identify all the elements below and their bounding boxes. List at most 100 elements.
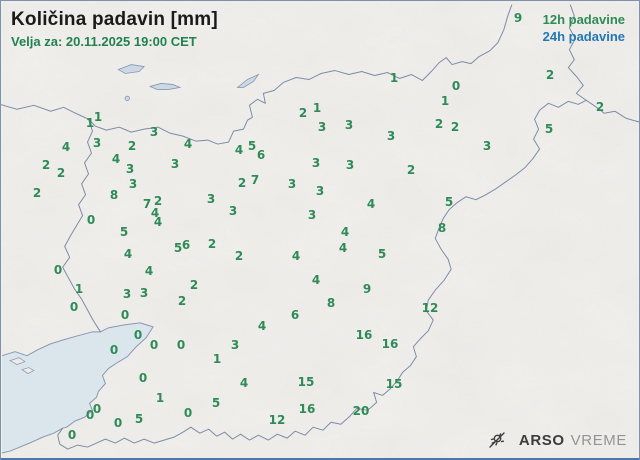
station-value: 3 <box>311 156 321 170</box>
station-value: 4 <box>239 376 249 390</box>
station-value: 8 <box>437 221 447 235</box>
station-value: 3 <box>228 204 238 218</box>
brand-name-arso: ARSO <box>518 431 565 449</box>
station-value: 2 <box>153 194 163 208</box>
station-value: 4 <box>257 319 267 333</box>
station-value: 5 <box>119 225 129 239</box>
station-value: 3 <box>287 177 297 191</box>
italy-austria-border <box>1 104 90 120</box>
station-value: 4 <box>340 225 350 239</box>
station-value: 6 <box>181 238 191 252</box>
station-value: 15 <box>297 375 315 389</box>
station-value: 5 <box>377 247 387 261</box>
station-value: 8 <box>326 296 336 310</box>
station-value: 2 <box>545 68 555 82</box>
station-value: 0 <box>451 79 461 93</box>
station-value: 1 <box>389 71 399 85</box>
station-value: 4 <box>183 137 193 151</box>
weather-symbol-icon <box>487 430 507 450</box>
station-value: 3 <box>344 118 354 132</box>
station-value: 5 <box>544 122 554 136</box>
station-value: 3 <box>317 120 327 134</box>
station-value: 7 <box>142 197 152 211</box>
station-value: 0 <box>133 328 143 342</box>
lake-icon <box>148 83 182 90</box>
station-value: 4 <box>338 241 348 255</box>
station-value: 3 <box>230 338 240 352</box>
station-value: 0 <box>53 263 63 277</box>
station-value: 16 <box>381 337 399 351</box>
station-value: 2 <box>32 186 42 200</box>
lake-icon <box>236 73 260 88</box>
station-value: 2 <box>127 139 137 153</box>
station-value: 0 <box>120 308 130 322</box>
station-value: 3 <box>139 286 149 300</box>
legend-24h-toggle[interactable]: 24h padavine <box>542 29 625 44</box>
station-value: 7 <box>250 173 260 187</box>
station-value: 0 <box>138 371 148 385</box>
slovenia-east-south-border <box>57 4 587 450</box>
station-value: 1 <box>440 94 450 108</box>
station-value: 3 <box>315 184 325 198</box>
station-value: 3 <box>206 192 216 206</box>
station-value: 2 <box>234 249 244 263</box>
legend-12h-toggle[interactable]: 12h padavine <box>542 12 625 27</box>
station-value: 3 <box>386 129 396 143</box>
station-value: 5 <box>211 396 221 410</box>
station-value: 3 <box>125 162 135 176</box>
station-value: 2 <box>189 278 199 292</box>
station-value: 3 <box>307 208 317 222</box>
station-value: 3 <box>149 125 159 139</box>
station-value: 1 <box>74 282 84 296</box>
station-value: 3 <box>128 177 138 191</box>
station-value: 5 <box>247 139 257 153</box>
station-value: 1 <box>85 116 95 130</box>
station-value: 8 <box>109 188 119 202</box>
station-value: 16 <box>355 328 373 342</box>
station-value: 0 <box>85 408 95 422</box>
station-value: 9 <box>362 282 372 296</box>
station-value: 2 <box>434 117 444 131</box>
station-value: 4 <box>366 197 376 211</box>
brand-name-vreme: VREME <box>570 431 627 449</box>
station-value: 4 <box>111 152 121 166</box>
station-value: 2 <box>298 106 308 120</box>
station-value: 6 <box>256 148 266 162</box>
station-value: 0 <box>176 338 186 352</box>
lake-icon <box>117 64 145 74</box>
station-value: 4 <box>150 206 160 220</box>
station-value: 3 <box>122 287 132 301</box>
station-value: 2 <box>450 120 460 134</box>
station-value: 0 <box>149 338 159 352</box>
coastline <box>1 322 154 454</box>
station-value: 0 <box>86 213 96 227</box>
station-value: 15 <box>385 377 403 391</box>
adriatic-sea <box>2 322 154 454</box>
station-value: 1 <box>155 391 165 405</box>
station-value: 6 <box>290 308 300 322</box>
station-value: 2 <box>237 176 247 190</box>
station-value: 1 <box>212 352 222 366</box>
station-value: 0 <box>109 343 119 357</box>
station-value: 4 <box>153 215 163 229</box>
station-value: 0 <box>183 406 193 420</box>
slovenia-north-border <box>88 4 513 145</box>
lagoon-islet <box>21 367 35 374</box>
station-value: 0 <box>69 300 79 314</box>
station-value: 5 <box>173 241 183 255</box>
station-value: 4 <box>311 273 321 287</box>
station-value: 2 <box>41 158 51 172</box>
station-value: 3 <box>345 158 355 172</box>
station-value: 5 <box>444 195 454 209</box>
slovenia-italy-border <box>62 118 101 333</box>
station-value: 2 <box>177 294 187 308</box>
station-value: 3 <box>92 136 102 150</box>
station-value: 2 <box>595 100 605 114</box>
station-value: 1 <box>93 110 103 124</box>
station-value: 5 <box>134 412 144 426</box>
station-value: 12 <box>268 413 286 427</box>
station-value: 4 <box>61 140 71 154</box>
